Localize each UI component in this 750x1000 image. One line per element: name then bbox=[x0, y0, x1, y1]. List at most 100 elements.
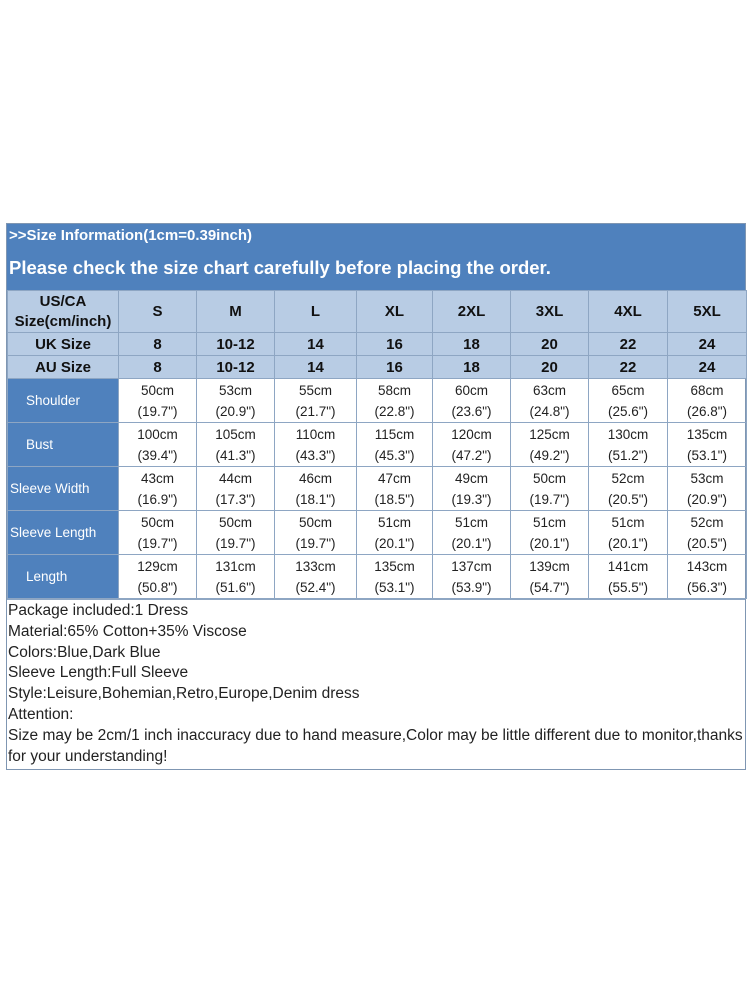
inch-value: (20.1") bbox=[374, 535, 415, 551]
measurement-row: Bust 100cm (39.4") 105cm (41.3") 110cm (43.3")… bbox=[7, 422, 747, 467]
cm-value: 139cm bbox=[529, 558, 570, 574]
cm-value: 133cm bbox=[295, 558, 336, 574]
cm-value: 120cm bbox=[451, 426, 492, 442]
size-corner-label: US/CA Size(cm/inch) bbox=[7, 290, 119, 333]
measurement-row: Sleeve Length 50cm (19.7") 50cm (19.7") 50cm (… bbox=[7, 510, 747, 555]
measurement-cell: 52cm (20.5") bbox=[588, 466, 668, 511]
inch-value: (22.8") bbox=[374, 403, 415, 419]
inch-value: (39.4") bbox=[137, 447, 178, 463]
measurement-cell: 110cm (43.3") bbox=[274, 422, 357, 467]
inch-value: (53.1") bbox=[374, 579, 415, 595]
sleeve-note: Sleeve Length:Full Sleeve bbox=[8, 664, 189, 682]
corner-line-2: Size(cm/inch) bbox=[14, 312, 112, 330]
cm-value: 137cm bbox=[451, 558, 492, 574]
measurement-row: Length 129cm (50.8") 131cm (51.6") 133cm (52.4… bbox=[7, 554, 747, 599]
measurement-cell: 43cm (16.9") bbox=[118, 466, 197, 511]
inch-value: (18.5") bbox=[374, 491, 415, 507]
au-size-cell: 14 bbox=[274, 355, 357, 379]
cm-value: 63cm bbox=[532, 382, 566, 398]
measurement-cell: 135cm (53.1") bbox=[356, 554, 433, 599]
cm-value: 46cm bbox=[298, 470, 332, 486]
size-header-cell: 2XL bbox=[432, 290, 511, 333]
inch-value: (26.8") bbox=[686, 403, 728, 419]
measurement-label: Sleeve Width bbox=[7, 466, 119, 511]
colors-note: Colors:Blue,Dark Blue bbox=[8, 643, 161, 661]
inch-value: (20.5") bbox=[686, 535, 728, 551]
measurement-cell: 49cm (19.3") bbox=[432, 466, 511, 511]
measurement-cell: 50cm (19.7") bbox=[118, 378, 197, 423]
uk-size-cell: 8 bbox=[118, 332, 197, 356]
measurement-cell: 137cm (53.9") bbox=[432, 554, 511, 599]
uk-size-label: UK Size bbox=[7, 332, 119, 356]
cm-value: 53cm bbox=[690, 470, 724, 486]
cm-value: 135cm bbox=[686, 426, 728, 442]
inch-value: (47.2") bbox=[451, 447, 492, 463]
inch-value: (41.3") bbox=[215, 447, 256, 463]
cm-value: 115cm bbox=[374, 426, 415, 442]
measurement-cell: 125cm (49.2") bbox=[510, 422, 589, 467]
au-size-cell: 18 bbox=[432, 355, 511, 379]
measurement-cell: 129cm (50.8") bbox=[118, 554, 197, 599]
cm-value: 105cm bbox=[215, 426, 256, 442]
cm-value: 129cm bbox=[137, 558, 178, 574]
cm-value: 52cm bbox=[690, 514, 724, 530]
inch-value: (20.1") bbox=[529, 535, 570, 551]
inch-value: (50.8") bbox=[137, 579, 178, 595]
inch-value: (54.7") bbox=[529, 579, 570, 595]
cm-value: 43cm bbox=[140, 470, 174, 486]
measurement-label: Shoulder bbox=[7, 378, 119, 423]
inch-value: (20.1") bbox=[451, 535, 492, 551]
cm-value: 50cm bbox=[218, 514, 252, 530]
cm-value: 65cm bbox=[611, 382, 645, 398]
measurement-cell: 105cm (41.3") bbox=[196, 422, 275, 467]
uk-size-cell: 10-12 bbox=[196, 332, 275, 356]
measurement-cell: 135cm (53.1") bbox=[667, 422, 747, 467]
cm-value: 60cm bbox=[454, 382, 488, 398]
inch-value: (19.7") bbox=[137, 535, 178, 551]
measurement-cell: 133cm (52.4") bbox=[274, 554, 357, 599]
product-notes: Package included:1 Dress Material:65% Co… bbox=[7, 599, 745, 769]
attention-note: Attention: bbox=[8, 705, 74, 723]
material-note: Material:65% Cotton+35% Viscose bbox=[8, 622, 247, 640]
cm-value: 135cm bbox=[374, 558, 415, 574]
measurement-cell: 44cm (17.3") bbox=[196, 466, 275, 511]
cm-value: 53cm bbox=[218, 382, 252, 398]
size-table: US/CA Size(cm/inch) S M L XL 2XL 3XL 4XL 5XL UK… bbox=[7, 290, 747, 599]
inch-value: (19.3") bbox=[451, 491, 492, 507]
uk-size-row: UK Size 8 10-12 14 16 18 20 22 24 bbox=[7, 332, 747, 356]
package-note: Package included:1 Dress bbox=[8, 602, 189, 619]
size-header-cell: L bbox=[274, 290, 357, 333]
cm-value: 130cm bbox=[607, 426, 649, 442]
cm-value: 55cm bbox=[298, 382, 332, 398]
measurement-cell: 65cm (25.6") bbox=[588, 378, 668, 423]
measurement-cell: 53cm (20.9") bbox=[667, 466, 747, 511]
inch-value: (18.1") bbox=[295, 491, 336, 507]
inch-value: (53.9") bbox=[451, 579, 492, 595]
size-chart: >>Size Information(1cm=0.39inch) Please … bbox=[6, 223, 747, 771]
inch-value: (23.6") bbox=[451, 403, 492, 419]
inch-value: (52.4") bbox=[295, 579, 336, 595]
inch-value: (19.7") bbox=[529, 491, 570, 507]
size-header-cell: 4XL bbox=[588, 290, 668, 333]
inch-value: (21.7") bbox=[295, 403, 336, 419]
cm-value: 51cm bbox=[532, 514, 566, 530]
cm-value: 51cm bbox=[377, 514, 411, 530]
inch-value: (16.9") bbox=[137, 491, 178, 507]
inch-value: (51.6") bbox=[215, 579, 256, 595]
inch-value: (51.2") bbox=[607, 447, 649, 463]
inch-value: (20.1") bbox=[607, 535, 649, 551]
measurement-cell: 130cm (51.2") bbox=[588, 422, 668, 467]
size-header-cell: 3XL bbox=[510, 290, 589, 333]
inch-value: (43.3") bbox=[295, 447, 336, 463]
measurement-cell: 53cm (20.9") bbox=[196, 378, 275, 423]
cm-value: 50cm bbox=[140, 382, 174, 398]
style-note: Style:Leisure,Bohemian,Retro,Europe,Deni… bbox=[8, 685, 360, 703]
measurement-cell: 52cm (20.5") bbox=[667, 510, 747, 555]
measurement-cell: 51cm (20.1") bbox=[588, 510, 668, 555]
cm-value: 100cm bbox=[137, 426, 178, 442]
au-size-cell: 16 bbox=[356, 355, 433, 379]
measurement-cell: 131cm (51.6") bbox=[196, 554, 275, 599]
cm-value: 51cm bbox=[454, 514, 488, 530]
measurement-cell: 51cm (20.1") bbox=[510, 510, 589, 555]
inch-value: (20.9") bbox=[215, 403, 256, 419]
